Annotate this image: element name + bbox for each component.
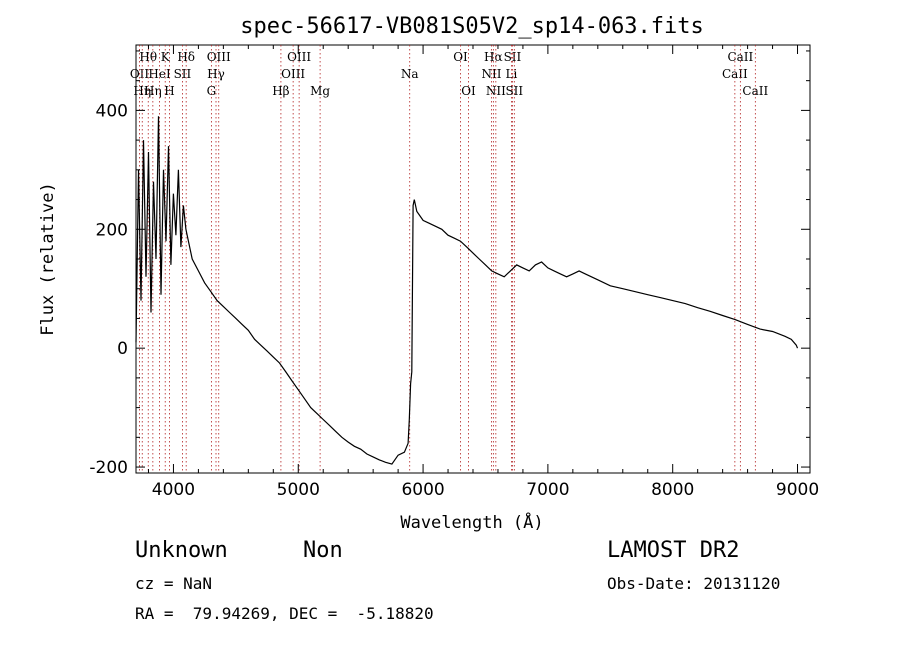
x-axis-label: Wavelength (Å) — [400, 511, 543, 533]
spectral-line-label: G — [207, 84, 217, 98]
spectral-line-label: OII — [130, 67, 150, 81]
spectral-lines-group: OIIHηHθHηHeIKHSIIHδGHγOIIIHβOIIIOIIIMgNa… — [130, 45, 768, 473]
y-tick-label: 0 — [117, 339, 128, 359]
chart-title: spec-56617-VB081S05V2_sp14-063.fits — [240, 14, 704, 39]
spectral-line-label: Hα — [484, 50, 503, 64]
spectral-line-label: Hη — [133, 84, 151, 98]
spectral-line-label: Hβ — [272, 84, 289, 98]
spectral-line-label: Hδ — [177, 50, 195, 64]
redshift-label: cz = NaN — [135, 574, 213, 593]
spectral-line-label: OIII — [287, 50, 311, 64]
y-tick-label: -200 — [89, 458, 128, 478]
y-axis-label: Flux (relative) — [38, 182, 58, 336]
spectral-line-label: CaII — [742, 84, 768, 98]
spectral-line-label: Hθ — [139, 50, 157, 64]
spectral-line-label: K — [161, 50, 171, 64]
x-tick-label: 6000 — [401, 480, 444, 500]
x-tick-label: 7000 — [526, 480, 569, 500]
spectral-line-label: Mg — [310, 84, 330, 98]
spectral-line-label: HeI — [148, 67, 171, 81]
spectral-line-label: H — [164, 84, 174, 98]
spectral-line-label: Na — [401, 67, 419, 81]
object-class-label: Unknown — [135, 538, 228, 563]
spectral-line-label: OIII — [207, 50, 231, 64]
spectral-line-label: OIII — [281, 67, 305, 81]
spectrum-line — [135, 116, 799, 465]
spectral-line-label: Hγ — [207, 67, 225, 81]
x-tick-label: 8000 — [651, 480, 694, 500]
spectral-line-label: SII — [504, 50, 522, 64]
y-tick-label: 400 — [96, 101, 128, 121]
spectral-line-label: NII — [486, 84, 506, 98]
spectral-line-label: SII — [505, 84, 523, 98]
spectral-line-label: Hη — [144, 84, 162, 98]
x-tick-label: 4000 — [152, 480, 195, 500]
y-tick-label: 200 — [96, 220, 128, 240]
spectral-line-label: NII — [481, 67, 501, 81]
survey-label: LAMOST DR2 — [607, 538, 740, 563]
spectral-line-label: OI — [461, 84, 476, 98]
spectral-line-label: Li — [506, 67, 518, 81]
spectral-line-label: CaII — [727, 50, 753, 64]
spectral-line-label: SII — [174, 67, 192, 81]
subclass-label: Non — [303, 538, 343, 563]
plot-frame — [135, 44, 811, 474]
spectral-line-label: CaII — [722, 67, 748, 81]
spectral-line-label: OI — [453, 50, 468, 64]
axis-ticks-group: 4000 5000 6000 7000 8000 9000 -200 0 200 400 — [89, 45, 819, 500]
obs-date-label: Obs-Date: 20131120 — [607, 574, 781, 593]
coordinates-label: RA = 79.94269, DEC = -5.18820 — [135, 604, 434, 623]
x-tick-label: 9000 — [776, 480, 819, 500]
x-tick-label: 5000 — [277, 480, 320, 500]
